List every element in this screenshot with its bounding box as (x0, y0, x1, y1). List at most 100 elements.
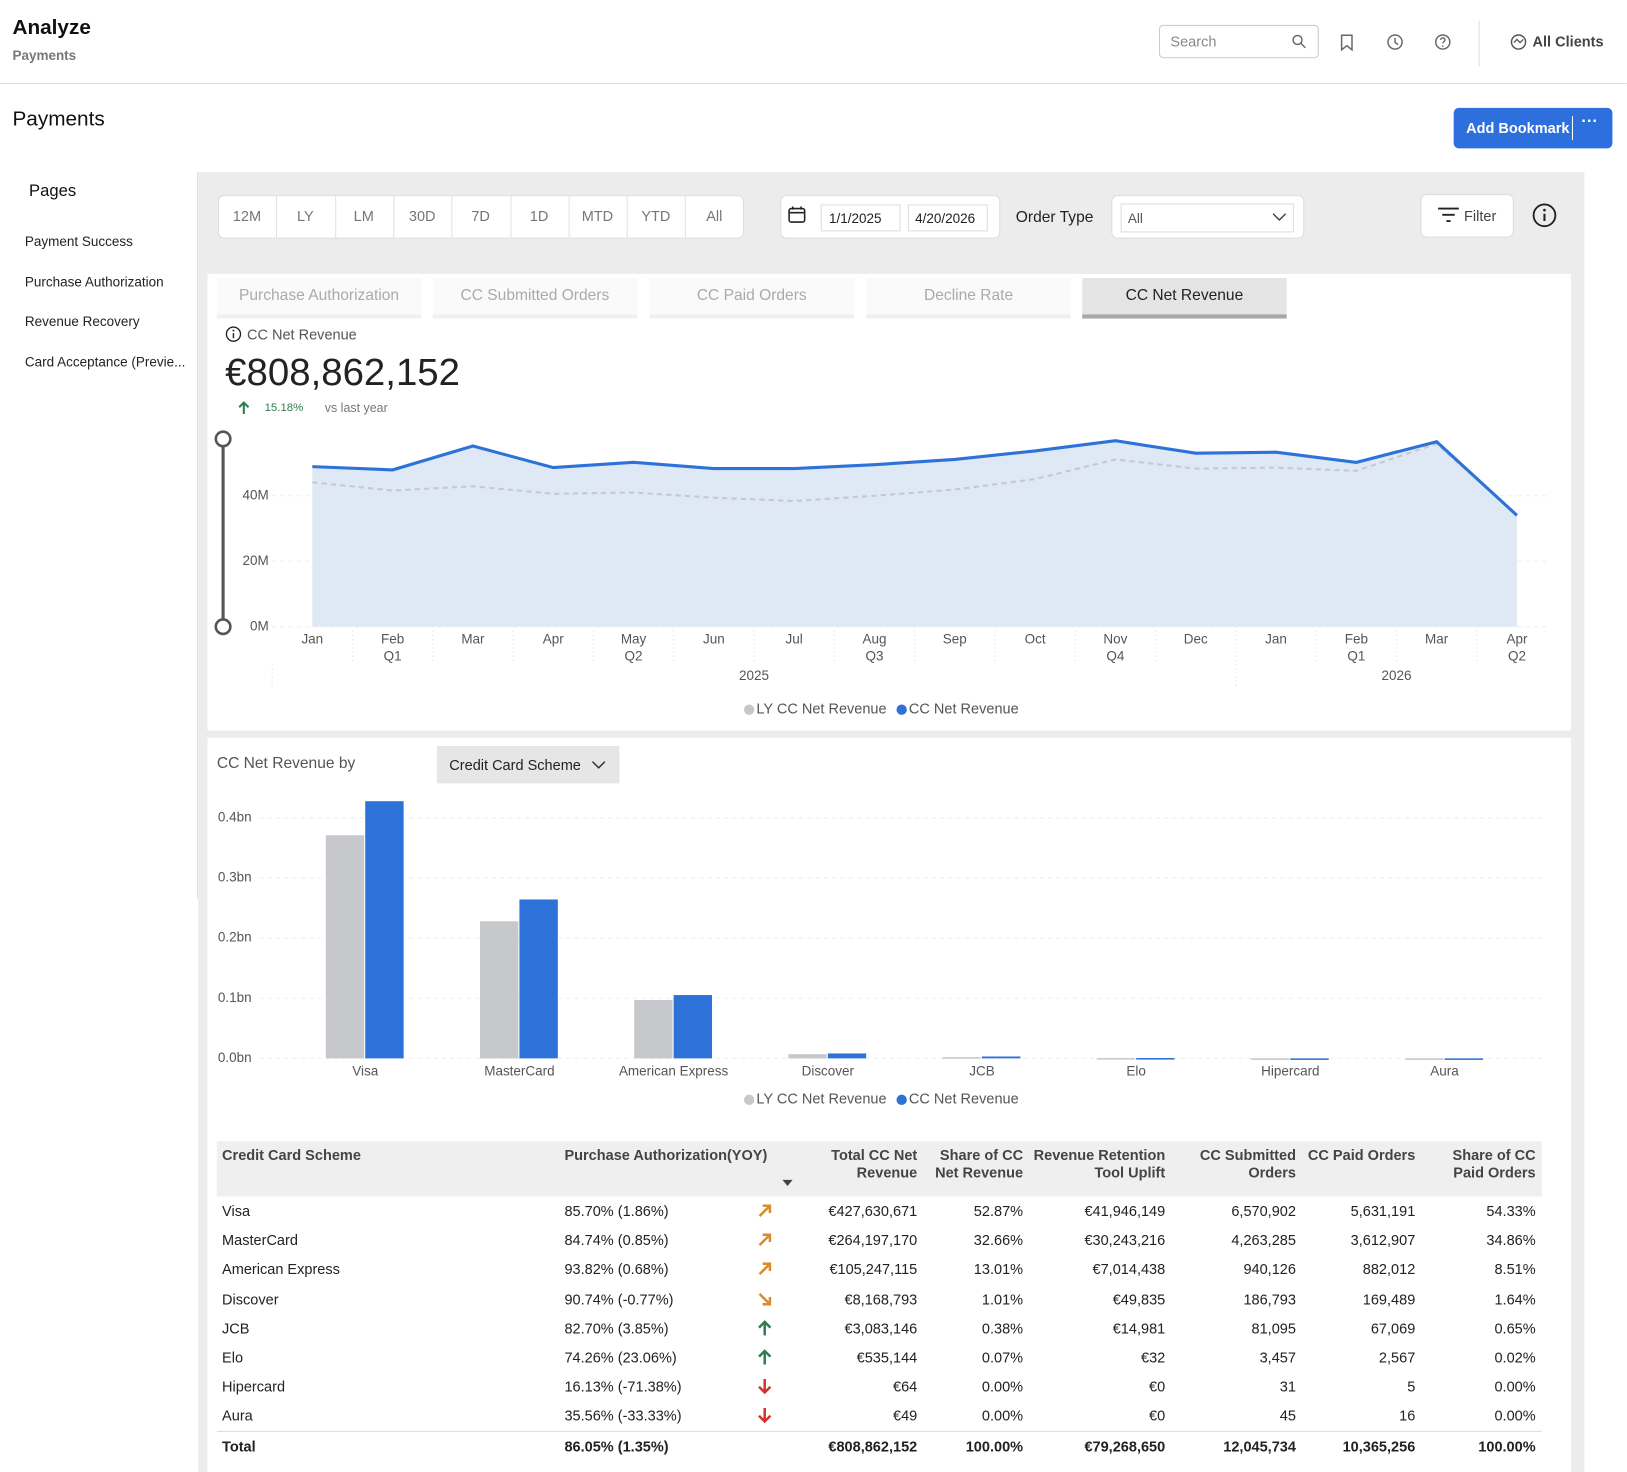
table-cell: 35.56% (-33.33%) (564, 1407, 682, 1424)
column-header[interactable]: Share of CC Paid Orders (1452, 1146, 1536, 1181)
bar (1250, 1058, 1290, 1060)
tab-label: CC Paid Orders (696, 286, 807, 305)
sidebar-item[interactable]: Revenue Recovery (24, 313, 140, 330)
x-tick-label: Mar (1425, 632, 1449, 647)
info-icon[interactable] (1531, 202, 1557, 228)
column-header[interactable]: Credit Card Scheme (222, 1146, 361, 1164)
table-cell: Elo (222, 1348, 244, 1366)
order-type-select[interactable] (1120, 203, 1294, 233)
period-button[interactable]: 1D (529, 207, 549, 225)
column-header[interactable]: Revenue Retention Tool Uplift (1033, 1146, 1166, 1181)
period-button[interactable]: LY (297, 207, 314, 225)
quarter-label: Q4 (1106, 648, 1124, 663)
period-button[interactable]: MTD (581, 207, 614, 225)
trend-arrow (758, 1379, 772, 1395)
kpi-arrow (238, 401, 250, 415)
range-handle[interactable] (214, 430, 232, 448)
sidebar-item[interactable]: Purchase Authorization (24, 273, 164, 290)
total-cell: 100.00% (965, 1438, 1024, 1455)
table-cell: 0.00% (1494, 1407, 1536, 1424)
trend-arrow-path (758, 1349, 772, 1365)
bookmark-icon[interactable] (1339, 33, 1356, 52)
period-divider (568, 196, 570, 238)
period-button[interactable]: LM (353, 207, 374, 225)
clients-button[interactable]: All Clients (1532, 33, 1604, 50)
x-tick-label: MasterCard (484, 1063, 554, 1078)
x-tick-label: Jan (301, 632, 323, 647)
total-cell: Total (222, 1438, 256, 1455)
table-cell: 6,570,902 (1231, 1202, 1296, 1220)
end-date-input[interactable] (907, 204, 988, 232)
sidebar-item[interactable]: Payment Success (24, 233, 133, 250)
add-bookmark-button[interactable] (1453, 107, 1613, 149)
search-box[interactable] (1158, 24, 1319, 59)
legend-label: LY CC Net Revenue (756, 702, 886, 718)
table-cell: 5 (1407, 1378, 1416, 1395)
range-handle[interactable] (214, 618, 232, 636)
tab[interactable] (432, 278, 638, 319)
period-divider (334, 196, 336, 238)
divider (1478, 20, 1480, 67)
area (312, 440, 1517, 627)
period-divider (276, 196, 278, 238)
period-button[interactable]: YTD (641, 207, 671, 225)
x-tick-label: May (621, 632, 647, 647)
x-tick-label: Jul (786, 632, 803, 647)
y-tick-label: 40M (243, 487, 269, 502)
table-cell: JCB (222, 1319, 250, 1337)
trend-arrow-path (758, 1262, 772, 1276)
app-subtitle: Payments (12, 47, 77, 64)
tab[interactable] (649, 278, 854, 319)
trend-arrow-path (758, 1379, 772, 1395)
kpi-change: 15.18% (264, 401, 304, 415)
y-tick-label: 0M (250, 618, 269, 633)
history-icon[interactable] (1386, 33, 1404, 51)
table-cell: €8,168,793 (844, 1290, 918, 1307)
total-cell: 86.05% (1.35%) (564, 1438, 669, 1455)
help-icon[interactable] (1434, 33, 1452, 51)
sidebar-item[interactable]: Card Acceptance (Previe... (24, 353, 186, 370)
y-tick-label: 0.3bn (218, 870, 252, 885)
table-cell: 1.01% (981, 1290, 1024, 1307)
total-cell: €808,862,152 (828, 1438, 918, 1455)
more-menu[interactable]: ··· (1581, 113, 1598, 131)
table-cell: 34.86% (1486, 1231, 1536, 1249)
period-button[interactable]: 30D (408, 207, 436, 225)
bar (1290, 1058, 1329, 1060)
year-label: 2025 (739, 668, 769, 683)
tab[interactable] (1082, 278, 1287, 319)
table-cell: 0.02% (1494, 1348, 1536, 1366)
column-header[interactable]: Share of CC Net Revenue (935, 1146, 1024, 1181)
kpi-change-note: vs last year (324, 400, 388, 416)
dimension-select[interactable] (436, 746, 620, 784)
table-cell: 8.51% (1494, 1261, 1536, 1278)
filter-button[interactable] (1420, 194, 1514, 238)
tab-label: Purchase Authorization (239, 286, 400, 305)
column-header[interactable]: CC Paid Orders (1307, 1146, 1416, 1164)
period-button[interactable]: 12M (232, 207, 262, 225)
search-icon (1292, 34, 1306, 49)
column-header[interactable]: Purchase Authorization(YOY) (564, 1146, 768, 1164)
sort-caret[interactable] (782, 1179, 793, 1187)
tab[interactable] (866, 278, 1071, 319)
table-cell: €14,981 (1112, 1319, 1166, 1337)
trend-arrow (758, 1408, 772, 1424)
trend-arrow (758, 1233, 772, 1247)
tab[interactable] (216, 278, 422, 319)
period-button[interactable]: All (706, 207, 723, 225)
table-cell: 4,263,285 (1231, 1231, 1296, 1249)
kpi-value: €808,862,152 (225, 350, 461, 394)
start-date-input[interactable] (820, 204, 901, 232)
period-divider (685, 196, 687, 238)
x-tick-label: Discover (802, 1063, 855, 1078)
column-header[interactable]: CC Submitted Orders (1199, 1146, 1296, 1181)
filter-label: Filter (1464, 207, 1497, 225)
period-button[interactable]: 7D (471, 207, 490, 225)
x-tick-label: JCB (969, 1063, 994, 1078)
column-header[interactable]: Total CC Net Revenue (831, 1146, 918, 1181)
calendar-icon (788, 206, 806, 223)
period-divider (451, 196, 453, 238)
table-cell: 82.70% (3.85%) (564, 1319, 669, 1337)
order-type-value: All (1127, 210, 1143, 227)
legend-swatch (743, 704, 755, 715)
